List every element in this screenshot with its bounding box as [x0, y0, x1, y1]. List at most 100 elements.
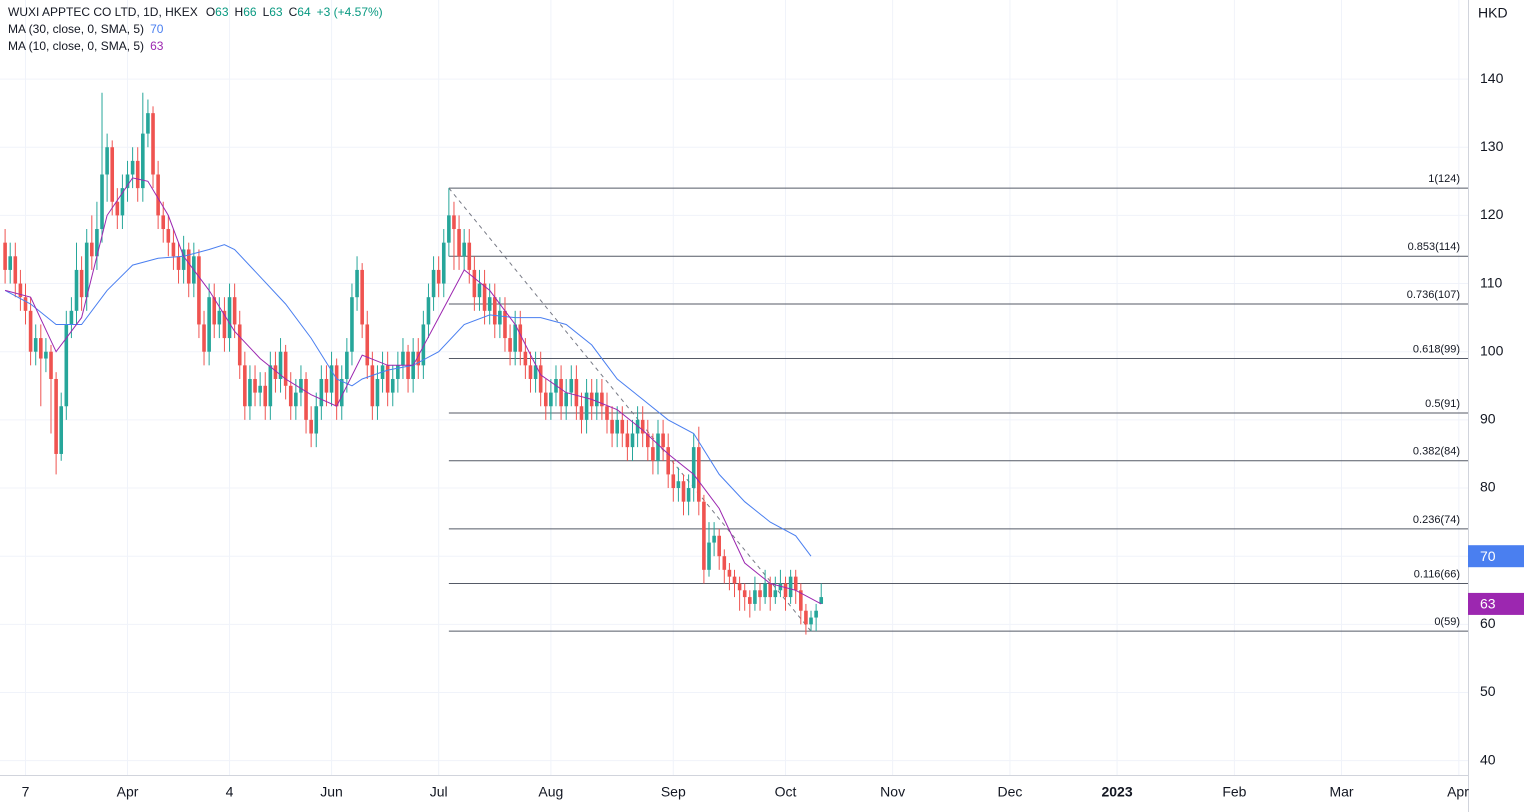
candle-body — [656, 433, 660, 461]
candle-body — [640, 419, 645, 434]
candle-body — [227, 297, 232, 339]
candle-body — [130, 160, 135, 175]
candle-body — [248, 378, 252, 407]
candle-body — [84, 242, 89, 298]
candle-body — [518, 324, 523, 352]
candle-body — [503, 310, 507, 339]
ma-value: 63 — [150, 39, 164, 53]
price-box-label: 63 — [1480, 596, 1496, 612]
ohlc-label: C — [289, 5, 298, 19]
candle-body — [732, 576, 737, 584]
candle-body — [748, 597, 752, 604]
candle-body — [115, 201, 120, 216]
candle-body — [630, 433, 635, 448]
candle-body — [666, 447, 671, 475]
candle-body — [222, 310, 227, 339]
candle-body — [79, 269, 84, 298]
x-tick-label: Dec — [997, 784, 1022, 800]
change: +3 (+4.57%) — [317, 5, 383, 19]
y-tick-label: 120 — [1480, 206, 1504, 222]
candle-body — [809, 617, 813, 625]
candle-body — [452, 215, 456, 230]
candle-body — [783, 583, 788, 598]
candle-body — [39, 338, 43, 359]
candle-body — [543, 392, 548, 407]
y-tick-label: 80 — [1480, 479, 1496, 495]
candle-body — [472, 269, 477, 298]
candle-body — [258, 385, 262, 393]
ma-name: MA (30, close, 0, SMA, 5) — [8, 22, 144, 36]
fib-label: 0.236(74) — [1413, 514, 1460, 526]
candle-body — [742, 590, 747, 598]
candle-body — [288, 385, 293, 407]
candle-body — [212, 297, 217, 325]
candle-body — [717, 535, 722, 557]
candle-body — [421, 324, 426, 366]
candle-body — [304, 378, 308, 420]
y-tick-label: 90 — [1480, 411, 1496, 427]
ohlc-value: 64 — [297, 5, 311, 19]
candle-body — [661, 433, 665, 448]
candle-body — [691, 447, 696, 489]
candle-body — [385, 365, 390, 393]
candle-body — [141, 133, 145, 189]
chart-title: WUXI APPTEC CO LTD, 1D, HKEX — [8, 5, 198, 19]
candle-body — [722, 556, 727, 570]
currency-label: HKD — [1478, 5, 1508, 21]
x-tick-label: Oct — [775, 784, 797, 800]
candle-body — [110, 147, 115, 202]
candle-body — [197, 256, 201, 325]
candle-body — [283, 351, 288, 386]
candle-body — [100, 174, 104, 230]
candle-body — [370, 365, 375, 407]
y-tick-label: 130 — [1480, 138, 1504, 154]
candle-body — [426, 297, 431, 325]
candle-body — [125, 174, 130, 189]
candle-body — [324, 378, 329, 393]
candle-body — [146, 113, 150, 134]
candle-body — [441, 242, 446, 284]
candle-body — [202, 324, 206, 352]
x-tick-label: 7 — [22, 784, 30, 800]
candle-body — [697, 447, 701, 502]
candle-body — [763, 583, 767, 598]
candle-body — [49, 351, 53, 379]
header: WUXI APPTEC CO LTD, 1D, HKEX O63 H66 L63 C64… — [8, 5, 383, 19]
candle-body — [396, 365, 400, 379]
candle-body — [620, 419, 625, 434]
candle-body — [651, 447, 655, 461]
candle-body — [135, 160, 140, 189]
candle-body — [28, 310, 33, 352]
candle-body — [538, 365, 543, 393]
candle-body — [314, 406, 319, 434]
candle-body — [564, 392, 568, 407]
candle-body — [23, 297, 28, 311]
candle-body — [329, 365, 334, 393]
candle-body — [319, 378, 324, 407]
candle-body — [477, 283, 482, 298]
price-box — [1468, 592, 1524, 615]
candle-body — [600, 392, 604, 407]
candle-body — [676, 481, 681, 489]
candle-body — [13, 256, 18, 284]
fib-label: 0(59) — [1434, 616, 1460, 628]
ma-line — [4, 177, 822, 605]
x-tick-label: Nov — [880, 784, 905, 800]
candle-body — [686, 488, 691, 502]
candle-body — [18, 283, 23, 298]
candle-body — [671, 474, 676, 489]
candle-body — [294, 392, 298, 407]
y-tick-label: 140 — [1480, 70, 1504, 86]
candle-body — [181, 249, 186, 270]
ma-legend: MA (30, close, 0, SMA, 5) 70 — [8, 22, 164, 36]
candle-body — [334, 365, 339, 407]
candle-body — [253, 378, 257, 393]
candle-body — [431, 269, 436, 298]
time-axis-bg — [0, 775, 1468, 812]
candle-body — [232, 297, 237, 325]
candle-body — [793, 576, 798, 591]
candle-body — [59, 406, 64, 454]
candle-body — [171, 242, 176, 257]
candle-body — [569, 378, 574, 393]
